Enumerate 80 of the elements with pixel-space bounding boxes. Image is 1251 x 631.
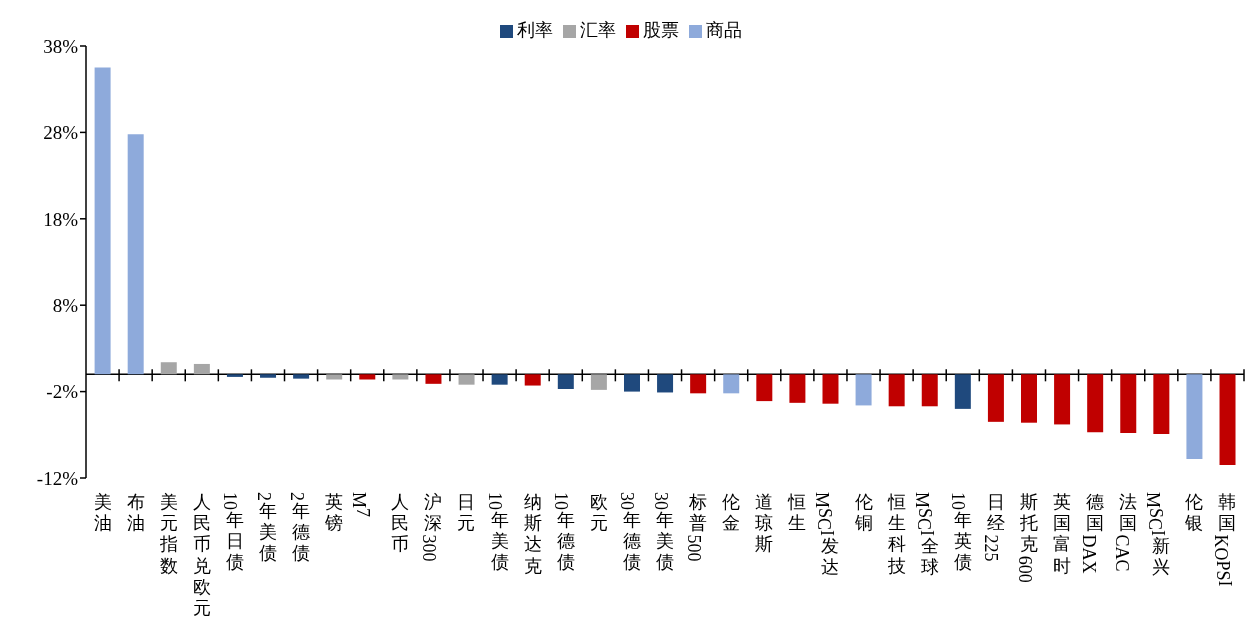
bar: [1054, 374, 1071, 425]
bar: [160, 362, 177, 375]
legend-label: 商品: [706, 20, 742, 40]
bar: [756, 374, 773, 402]
bar: [293, 374, 310, 379]
x-tick-label: MSCI全球: [911, 492, 939, 578]
x-tick-label: 10年德债: [551, 492, 575, 573]
x-tick-label: 道琼斯: [755, 491, 774, 555]
x-tick-label: 30年美债: [650, 492, 674, 573]
bar: [94, 67, 111, 375]
x-tick-label: 斯托克600: [1014, 491, 1038, 583]
x-tick-label: 英国富时: [1053, 491, 1072, 576]
legend-label: 利率: [517, 20, 553, 40]
bar: [855, 374, 872, 406]
x-tick-label: 人民币兑欧元: [192, 491, 211, 619]
y-tick-label: 38%: [43, 35, 79, 57]
bar: [590, 374, 607, 390]
y-tick-label: 8%: [52, 294, 79, 316]
x-tick-label: 布油: [126, 491, 145, 534]
x-tick-label: 法国CAC: [1111, 491, 1138, 572]
bar: [458, 374, 475, 385]
y-tick-label: -2%: [46, 381, 79, 403]
x-tick-label: 日元: [457, 491, 476, 534]
bar: [193, 363, 210, 375]
x-tick-label: 10年美债: [485, 492, 509, 573]
bar: [1021, 374, 1037, 423]
bar: [260, 374, 277, 378]
bar: [392, 374, 409, 380]
y-tick-label: 18%: [43, 208, 79, 230]
x-tick-label: 10年英债: [948, 492, 972, 573]
bar: [491, 374, 508, 385]
bar: [921, 374, 938, 407]
bar: [789, 374, 806, 403]
x-tick-label: 2年美债: [253, 492, 277, 564]
bar: [822, 374, 839, 404]
x-tick-label: 英镑: [324, 491, 344, 534]
x-tick-label: 美元指数: [158, 491, 178, 576]
x-tick-label: 伦银: [1184, 491, 1204, 534]
x-tick-label: MSCI发达: [812, 492, 840, 578]
bar: [690, 374, 707, 394]
y-tick-label: -12%: [36, 467, 79, 489]
x-tick-label: 纳斯达克: [523, 491, 542, 576]
bar: [557, 374, 574, 390]
legend-label: 汇率: [580, 20, 616, 40]
bar: [657, 374, 674, 393]
x-tick-label: 伦铜: [853, 491, 873, 534]
x-tick-label: 恒生: [787, 491, 807, 534]
x-tick-label: 人民币: [391, 491, 410, 555]
x-tick-label: 美油: [93, 491, 112, 534]
bar: [226, 374, 243, 377]
x-tick-label: 恒生科技: [886, 491, 906, 576]
x-tick-label: MSCI新兴: [1143, 492, 1171, 578]
y-tick-label: 28%: [43, 122, 79, 144]
x-tick-label: 德国DAX: [1078, 491, 1105, 574]
x-tick-label: 伦金: [722, 491, 741, 534]
x-tick-label: 沪深300: [418, 491, 443, 562]
x-tick-label: 标普500: [683, 491, 708, 562]
bar: [1153, 374, 1170, 434]
bar: [326, 374, 343, 380]
bar: [623, 374, 640, 392]
bar: [524, 374, 541, 386]
bar: [359, 374, 376, 380]
legend-label: 股票: [643, 20, 679, 40]
x-tick-label: M7: [349, 492, 373, 517]
bar: [987, 374, 1004, 422]
bar: [1186, 374, 1203, 459]
x-tick-label: 日经225: [981, 491, 1005, 562]
x-tick-label: 30年德债: [617, 492, 641, 573]
x-tick-label: 2年德债: [286, 492, 311, 564]
bar: [425, 374, 442, 384]
bar: [954, 374, 971, 409]
x-tick-label: 欧元: [589, 491, 608, 534]
bar: [1219, 374, 1236, 466]
bar: [723, 374, 740, 394]
bar: [888, 374, 905, 407]
bar: [1120, 374, 1137, 434]
bar: [1087, 374, 1104, 433]
bar: [127, 134, 144, 375]
x-tick-label: 10年日债: [220, 492, 244, 573]
x-tick-label: 韩国KOPSI: [1211, 491, 1237, 587]
